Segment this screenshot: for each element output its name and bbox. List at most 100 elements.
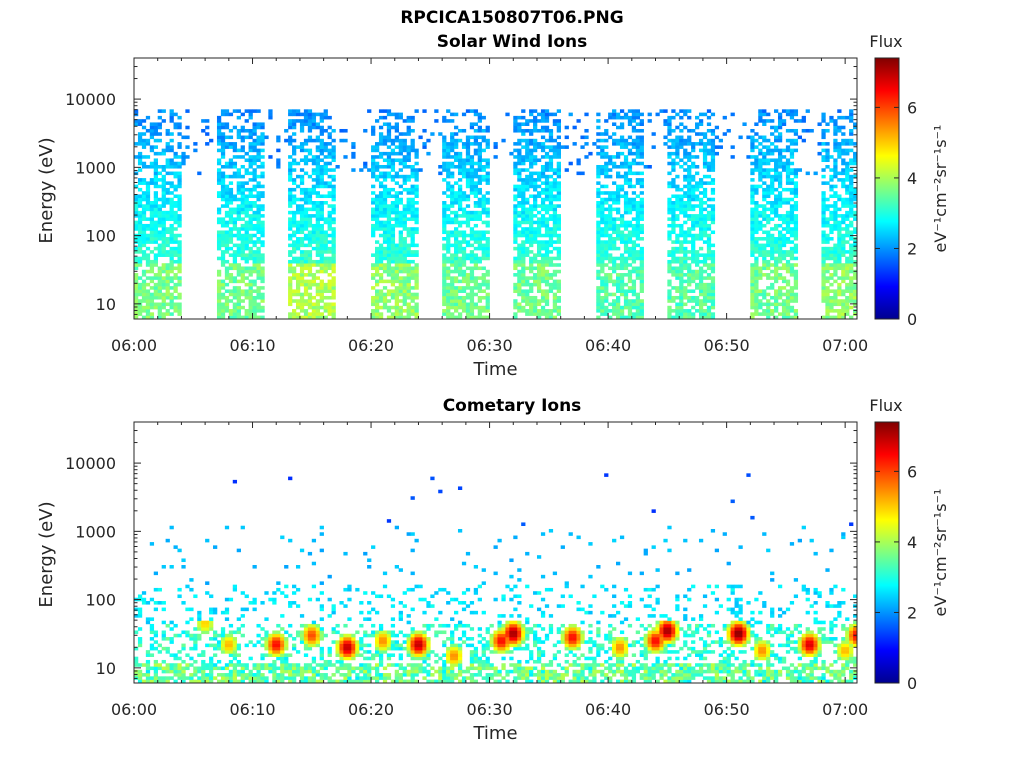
heatmap-cell: [548, 233, 554, 238]
heatmap-cell: [647, 119, 652, 123]
heatmap-cell: [137, 220, 143, 225]
heatmap-cell: [695, 223, 700, 228]
heatmap-cell: [137, 256, 143, 261]
heatmap-cell: [386, 132, 392, 136]
heatmap-cell: [525, 181, 530, 185]
heatmap-cell: [390, 158, 396, 163]
heatmap-cell: [521, 282, 526, 287]
heatmap-cell: [402, 187, 407, 192]
heatmap-cell: [236, 207, 241, 212]
heatmap-cell: [706, 282, 712, 287]
heatmap-cell: [627, 220, 633, 225]
heatmap-cell: [319, 115, 324, 120]
heatmap-cell: [299, 187, 305, 192]
heatmap-cell: [675, 174, 680, 179]
heatmap-cell: [789, 289, 795, 293]
heatmap-cell: [758, 142, 763, 146]
heatmap-cell: [679, 204, 684, 208]
heatmap-cell: [750, 299, 755, 303]
heatmap-cell: [149, 315, 155, 320]
heatmap-cell: [319, 253, 324, 257]
heatmap-cell: [829, 250, 834, 254]
heatmap-cell: [288, 155, 293, 159]
heatmap-cell: [667, 132, 672, 136]
heatmap-cell: [513, 122, 518, 126]
heatmap-cell: [517, 276, 522, 280]
heatmap-cell: [288, 168, 293, 172]
heatmap-cell: [260, 220, 265, 225]
heatmap-cell: [406, 230, 411, 235]
heatmap-cell: [252, 240, 257, 244]
heatmap-cell: [402, 240, 407, 244]
heatmap-cell: [236, 204, 241, 208]
heatmap-cell: [477, 181, 482, 185]
heatmap-cell: [252, 125, 257, 130]
heatmap-cell: [687, 214, 692, 218]
heatmap-cell: [394, 276, 399, 280]
heatmap-cell: [299, 266, 305, 271]
heatmap-cell: [544, 269, 550, 274]
heatmap-cell: [821, 237, 826, 241]
heatmap-cell: [533, 138, 538, 143]
heatmap-cell: [157, 305, 162, 310]
heatmap-cell: [604, 138, 609, 143]
heatmap-cell: [774, 302, 779, 307]
heatmap-cell: [260, 273, 265, 277]
heatmap-cell: [390, 178, 396, 182]
heatmap-cell: [540, 243, 546, 248]
heatmap-cell: [841, 161, 846, 166]
heatmap-cell: [525, 128, 530, 133]
heatmap-cell: [841, 309, 846, 313]
heatmap-cell: [446, 315, 451, 320]
heatmap-cell: [683, 263, 688, 267]
heatmap-cell: [224, 223, 230, 228]
heatmap-cell: [469, 178, 475, 182]
heatmap-cell: [216, 171, 222, 176]
heatmap-cell: [406, 187, 411, 192]
heatmap-cell: [691, 145, 696, 149]
heatmap-cell: [698, 132, 704, 136]
heatmap-cell: [457, 178, 463, 182]
heatmap-cell: [256, 286, 261, 290]
heatmap-cell: [406, 125, 411, 130]
heatmap-cell: [631, 246, 637, 251]
heatmap-cell: [157, 132, 162, 136]
heatmap-cell: [774, 125, 779, 130]
heatmap-cell: [240, 240, 245, 244]
heatmap-cell: [398, 276, 403, 280]
heatmap-cell: [833, 168, 838, 172]
heatmap-cell: [548, 145, 554, 149]
heatmap-cell: [600, 253, 605, 257]
heatmap-cell: [544, 259, 550, 264]
heatmap-cell: [766, 292, 771, 297]
heatmap-cell: [833, 217, 838, 221]
heatmap-cell: [584, 128, 589, 133]
heatmap-cell: [687, 168, 692, 172]
heatmap-cell: [821, 204, 826, 208]
heatmap-cell: [394, 112, 399, 117]
heatmap-cell: [742, 122, 747, 126]
heatmap-cell: [402, 155, 407, 159]
heatmap-cell: [244, 315, 249, 320]
heatmap-cell: [623, 256, 629, 261]
heatmap-cell: [564, 135, 569, 140]
heatmap-cell: [256, 230, 261, 235]
heatmap-cell: [485, 158, 490, 163]
heatmap-cell: [774, 210, 779, 215]
heatmap-cell: [446, 187, 451, 192]
heatmap-cell: [833, 171, 838, 176]
heatmap-cell: [434, 119, 439, 123]
heatmap-cell: [789, 214, 795, 218]
heatmap-cell: [529, 233, 534, 238]
heatmap-cell: [750, 194, 755, 199]
heatmap-cell: [252, 210, 257, 215]
heatmap-cell: [260, 256, 265, 261]
heatmap-cell: [457, 151, 463, 156]
heatmap-cell: [173, 273, 178, 277]
heatmap-cell: [833, 299, 838, 303]
heatmap-cell: [710, 161, 716, 166]
heatmap-cell: [766, 151, 771, 156]
heatmap-cell: [461, 276, 467, 280]
heatmap-cell: [224, 191, 230, 195]
heatmap-cell: [406, 263, 411, 267]
